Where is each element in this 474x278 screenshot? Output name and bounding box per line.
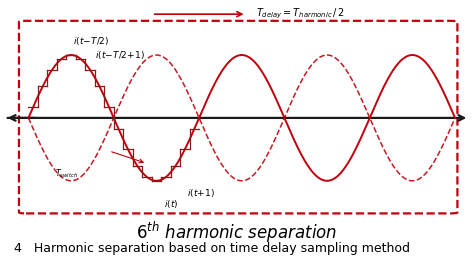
- Text: $i(t\!-\!T/2\!+\!1)$: $i(t\!-\!T/2\!+\!1)$: [95, 49, 145, 61]
- Text: $T_{switch}$: $T_{switch}$: [55, 168, 78, 180]
- Text: $6^{th}$ harmonic separation: $6^{th}$ harmonic separation: [137, 220, 337, 245]
- Text: $i(t)$: $i(t)$: [164, 198, 178, 210]
- Text: $T_{delay}=T_{harmonic}\,/\,2$: $T_{delay}=T_{harmonic}\,/\,2$: [256, 7, 345, 21]
- Text: 4   Harmonic separation based on time delay sampling method: 4 Harmonic separation based on time dela…: [14, 242, 410, 255]
- Text: $i(t\!-\!T/2)$: $i(t\!-\!T/2)$: [73, 35, 110, 47]
- Text: $i(t\!+\!1)$: $i(t\!+\!1)$: [187, 187, 215, 199]
